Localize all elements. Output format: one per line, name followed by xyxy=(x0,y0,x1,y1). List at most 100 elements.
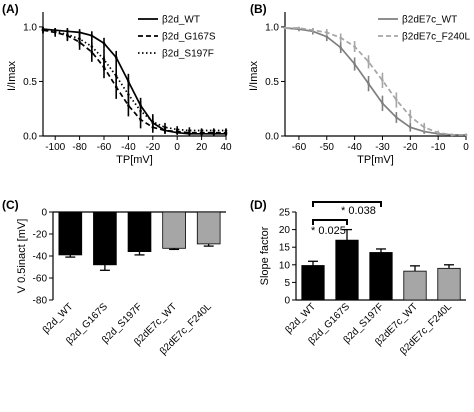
y-tick-label: -40 xyxy=(33,252,48,263)
panel-letter: (B) xyxy=(250,2,267,16)
panel-b: (B) -60 -50 -40 -30 -20 -10 0 0.0 0.5 1.0 TP[mV] I/I… xyxy=(248,2,470,166)
y-axis-title: I/Imax xyxy=(248,61,260,91)
data-point xyxy=(41,28,45,32)
bar xyxy=(196,211,221,245)
y-tick-label: 1.0 xyxy=(265,22,279,33)
data-point xyxy=(212,129,216,132)
data-point xyxy=(90,34,94,37)
series-0 xyxy=(283,26,468,137)
series-line xyxy=(42,29,226,134)
x-tick-label: 40 xyxy=(220,142,232,153)
x-tick-label: -60 xyxy=(97,142,112,153)
y-tick-label: 5 xyxy=(284,278,290,289)
x-tick-label: -80 xyxy=(72,142,87,153)
y-tick-label: 0.0 xyxy=(23,132,37,143)
y-tick-label: -20 xyxy=(33,230,48,241)
y-tick-label: -80 xyxy=(33,296,48,307)
data-point xyxy=(53,29,57,33)
data-point xyxy=(114,56,118,59)
data-point xyxy=(339,36,342,40)
y-tick-label: 20 xyxy=(279,225,291,236)
bar xyxy=(127,211,152,252)
data-point xyxy=(395,116,398,119)
data-point xyxy=(283,26,287,30)
series-2 xyxy=(41,26,228,134)
y-tick-label: 0.5 xyxy=(23,77,37,88)
data-point xyxy=(188,129,191,132)
data-point xyxy=(78,37,81,41)
data-point xyxy=(163,125,167,129)
y-tick-label: 10 xyxy=(279,260,291,271)
x-tick-label: 0 xyxy=(174,142,180,153)
y-tick-label: 0 xyxy=(41,208,47,219)
bar xyxy=(437,267,461,301)
series-0 xyxy=(41,26,228,136)
series-1 xyxy=(41,26,228,135)
x-tick-label: -50 xyxy=(320,142,335,153)
bar xyxy=(162,211,186,249)
significance-label: * 0.038 xyxy=(341,205,376,217)
data-point xyxy=(224,129,228,132)
data-point xyxy=(381,101,384,105)
data-point xyxy=(102,41,106,45)
y-tick-label: 0 xyxy=(284,296,290,307)
panel-a: (A) -100 -80 -60 -40 -20 0 20 40 0.0 0.5 1.0 TP[mV] I… xyxy=(2,2,232,166)
data-point xyxy=(381,79,384,82)
data-point xyxy=(297,26,301,30)
legend-label: β2d_G167S xyxy=(162,32,216,43)
y-tick-label: -60 xyxy=(33,274,48,285)
data-point xyxy=(436,131,440,135)
data-point xyxy=(395,98,398,102)
data-point xyxy=(127,93,130,96)
bar xyxy=(369,252,393,301)
x-tick-label: 20 xyxy=(196,142,208,153)
data-point xyxy=(311,28,315,32)
data-point xyxy=(151,120,155,124)
data-point xyxy=(409,115,412,118)
bar xyxy=(403,270,427,301)
data-point xyxy=(367,60,370,64)
x-tick-label: -30 xyxy=(375,142,390,153)
series-1 xyxy=(283,26,468,137)
data-point xyxy=(325,35,329,39)
legend-label: β2d_WT xyxy=(162,15,200,26)
data-point xyxy=(127,80,130,83)
significance-bracket xyxy=(312,219,348,225)
data-point xyxy=(139,109,142,113)
data-point xyxy=(175,128,179,131)
data-point xyxy=(339,46,342,49)
category-label: β2d_WT xyxy=(283,301,318,336)
x-tick-label: -40 xyxy=(347,142,362,153)
x-tick-label: -60 xyxy=(292,142,307,153)
series-line xyxy=(42,29,226,132)
series-line xyxy=(285,27,466,136)
significance-bracket xyxy=(312,201,382,207)
x-tick-label: 0 xyxy=(463,142,469,153)
y-axis-title: V 0.5inact [mV] xyxy=(16,219,28,294)
data-point xyxy=(90,45,94,48)
bar xyxy=(301,265,325,301)
panel-letter: (D) xyxy=(250,198,267,212)
panel-letter: (A) xyxy=(2,2,19,16)
panel-letter: (C) xyxy=(2,198,19,212)
x-tick-label: -20 xyxy=(403,142,418,153)
y-tick-label: 25 xyxy=(279,208,291,219)
bar xyxy=(58,211,83,256)
data-point xyxy=(114,74,118,78)
legend-label: β2dE7c_F240L xyxy=(402,32,470,43)
x-tick-label: -100 xyxy=(45,142,65,153)
panel-c: (C)0-20-40-60-80V 0.5inact [mV]β2d_WTβ2d… xyxy=(2,198,226,357)
legend-label: β2dE7c_WT xyxy=(402,15,457,26)
x-axis-title: TP[mV] xyxy=(116,154,153,166)
bar xyxy=(335,239,359,301)
x-axis-title: TP[mV] xyxy=(357,154,394,166)
legend-label: β2d_S197F xyxy=(162,49,214,60)
data-point xyxy=(66,33,69,36)
data-point xyxy=(102,58,106,61)
y-tick-label: 1.0 xyxy=(23,22,37,33)
x-tick-label: -10 xyxy=(431,142,446,153)
y-axis-title: I/Imax xyxy=(6,61,18,91)
category-label: β2d_WT xyxy=(41,301,76,336)
data-point xyxy=(353,45,356,48)
y-tick-label: 15 xyxy=(279,243,291,254)
